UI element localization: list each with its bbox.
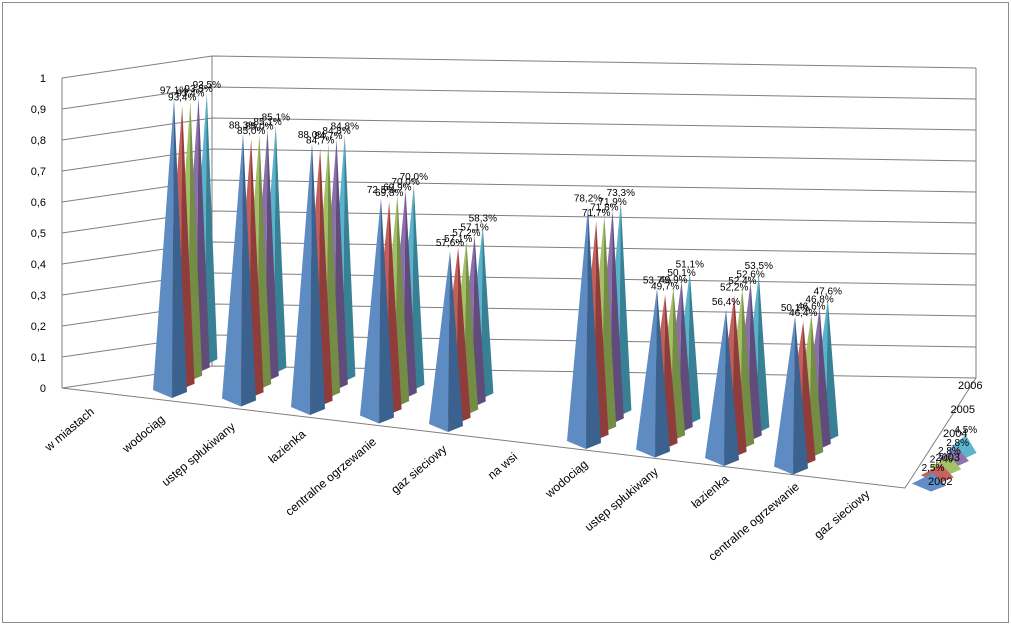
series-axis-label-1: 2003	[936, 452, 960, 464]
data-label-2005-1: 85,1%	[253, 117, 281, 128]
data-label-2005-8: 52,6%	[736, 270, 764, 281]
data-label-2002-3: 72,5%	[367, 185, 395, 196]
data-label-2006-11: 4,5%	[954, 425, 977, 436]
y-axis-ticks: 0 0,1 0,2 0,3 0,4 0,5 0,6 0,7 0,8 0,9 1	[31, 73, 46, 395]
y-tick-label: 0,1	[31, 352, 46, 364]
data-label-2003-9: 46,4%	[789, 308, 817, 319]
data-label-2005-0: 93,5%	[184, 84, 212, 95]
data-label-2003-2: 84,7%	[306, 135, 334, 146]
y-tick-label: 0,8	[31, 135, 46, 147]
data-label-2006-9: 47,6%	[814, 286, 842, 297]
data-label-2006-2: 84,8%	[331, 122, 359, 133]
series-axis-label-4: 2006	[958, 380, 982, 392]
data-label-2006-7: 51,1%	[676, 259, 704, 270]
data-label-2006-4: 58,3%	[469, 214, 497, 225]
cone-2002-11	[912, 473, 946, 492]
data-label-2003-7: 49,7%	[651, 281, 679, 292]
y-tick-label: 0	[40, 383, 46, 395]
category-label-7: wodociąg	[542, 457, 591, 501]
data-label-2002-9: 50,1%	[781, 303, 809, 314]
cone-2002-1	[222, 133, 256, 407]
data-label-2003-0: 93,4%	[168, 93, 196, 104]
data-label-2003-11: 2,7%	[930, 454, 953, 465]
data-label-2005-6: 71,9%	[598, 197, 626, 208]
data-label-2004-8: 52,4%	[728, 276, 756, 287]
data-label-2005-11: 2,8%	[946, 438, 969, 449]
data-label-2002-1: 88,3%	[229, 121, 257, 132]
data-label-2005-2: 84,8%	[322, 126, 350, 137]
data-label-2004-9: 46,6%	[797, 301, 825, 312]
data-label-2005-4: 57,1%	[460, 223, 488, 234]
y-tick-label: 0,6	[31, 197, 46, 209]
cone-2002-9	[774, 316, 808, 475]
cone-2002-3	[360, 198, 394, 424]
data-label-2004-7: 49,9%	[659, 275, 687, 286]
data-label-2003-6: 71,7%	[582, 208, 610, 219]
data-label-2002-11: 2,5%	[922, 463, 945, 474]
cones	[153, 93, 977, 492]
data-label-2005-3: 70,0%	[391, 177, 419, 188]
data-label-2002-7: 53,7%	[643, 275, 671, 286]
data-label-2004-6: 71,8%	[590, 203, 618, 214]
data-label-2002-2: 88,0%	[298, 130, 326, 141]
category-label-0: w miastach	[41, 405, 97, 455]
cone-2002-2	[291, 143, 325, 415]
data-label-2004-1: 85,0%	[245, 122, 273, 133]
cone-2002-0	[153, 98, 187, 398]
cone-2002-7	[636, 288, 670, 458]
data-label-2004-4: 57,2%	[452, 228, 480, 239]
category-label-6: na wsi	[485, 450, 520, 483]
data-label-2004-3: 69,9%	[383, 183, 411, 194]
data-label-2004-11: 2,8%	[938, 446, 961, 457]
y-tick-label: 0,2	[31, 321, 46, 333]
data-label-2004-2: 84,7%	[314, 131, 342, 142]
gridline	[61, 55, 977, 79]
y-tick-label: 0,4	[31, 259, 46, 271]
data-label-2005-9: 46,8%	[805, 295, 833, 306]
data-labels: 93,5% 85,1% 84,8% 70,0% 58,3% 73,3% 51,1% 53,5%…	[160, 80, 977, 474]
cone-2002-6	[567, 206, 601, 449]
data-label-2006-8: 53,5%	[745, 261, 773, 272]
data-label-2003-3: 69,8%	[375, 188, 403, 199]
data-label-2002-6: 78,2%	[574, 193, 602, 204]
floor-outline	[61, 377, 977, 489]
y-tick-label: 0,5	[31, 228, 46, 240]
data-label-2002-8: 56,4%	[712, 297, 740, 308]
series-axis-label-0: 2002	[928, 476, 952, 488]
category-label-9: łazienka	[689, 472, 732, 511]
data-label-2002-4: 57,6%	[436, 238, 464, 249]
data-label-2006-0: 93,5%	[193, 80, 221, 91]
category-label-5: gaz sieciowy	[388, 442, 449, 496]
category-label-8: ustęp spłukiwany	[582, 465, 661, 534]
category-label-1: wodociąg	[119, 412, 168, 456]
data-label-2004-0: 93,4%	[176, 89, 204, 100]
y-tick-label: 1	[40, 73, 46, 85]
series-axis: 2002 2003 2004 2005 2006	[928, 380, 982, 488]
data-label-2006-1: 85,1%	[262, 112, 290, 123]
data-label-2003-1: 85,0%	[237, 126, 265, 137]
category-label-3: łazienka	[266, 427, 309, 466]
data-label-2003-8: 52,2%	[720, 282, 748, 293]
cone-2002-8	[705, 309, 739, 466]
data-label-2002-0: 97,1%	[160, 86, 188, 97]
y-tick-label: 0,9	[31, 104, 46, 116]
y-tick-label: 0,7	[31, 166, 46, 178]
cone-2002-4	[429, 251, 463, 432]
series-axis-label-3: 2005	[951, 404, 975, 416]
category-label-2: ustęp spłukiwany	[159, 420, 238, 489]
data-label-2006-3: 70,0%	[400, 172, 428, 183]
data-label-2006-6: 73,3%	[607, 188, 635, 199]
y-tick-label: 0,3	[31, 290, 46, 302]
data-label-2003-4: 57,1%	[444, 234, 472, 245]
data-label-2005-7: 50,1%	[667, 268, 695, 279]
series-axis-label-2: 2004	[943, 428, 967, 440]
category-label-11: gaz sieciowy	[811, 487, 872, 541]
